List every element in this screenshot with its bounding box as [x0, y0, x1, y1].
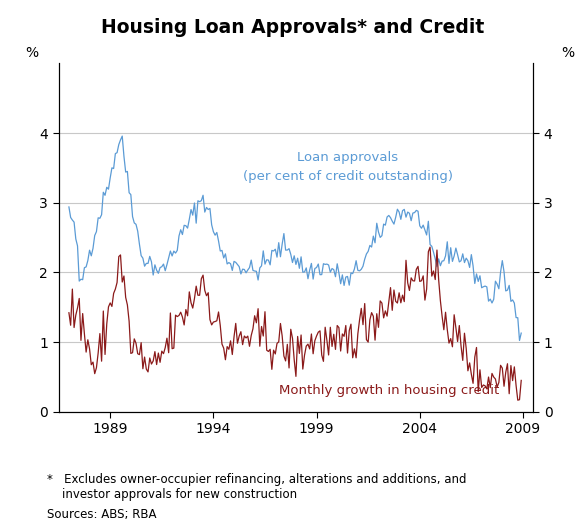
Text: (per cent of credit outstanding): (per cent of credit outstanding) [243, 170, 452, 183]
Text: Loan approvals: Loan approvals [297, 152, 398, 164]
Text: %: % [25, 46, 39, 60]
Text: Sources: ABS; RBA: Sources: ABS; RBA [47, 508, 156, 521]
Text: Housing Loan Approvals* and Credit: Housing Loan Approvals* and Credit [101, 18, 485, 37]
Text: %: % [562, 46, 575, 60]
Text: *   Excludes owner-occupier refinancing, alterations and additions, and
    inve: * Excludes owner-occupier refinancing, a… [47, 473, 466, 501]
Text: Monthly growth in housing credit: Monthly growth in housing credit [279, 383, 499, 397]
